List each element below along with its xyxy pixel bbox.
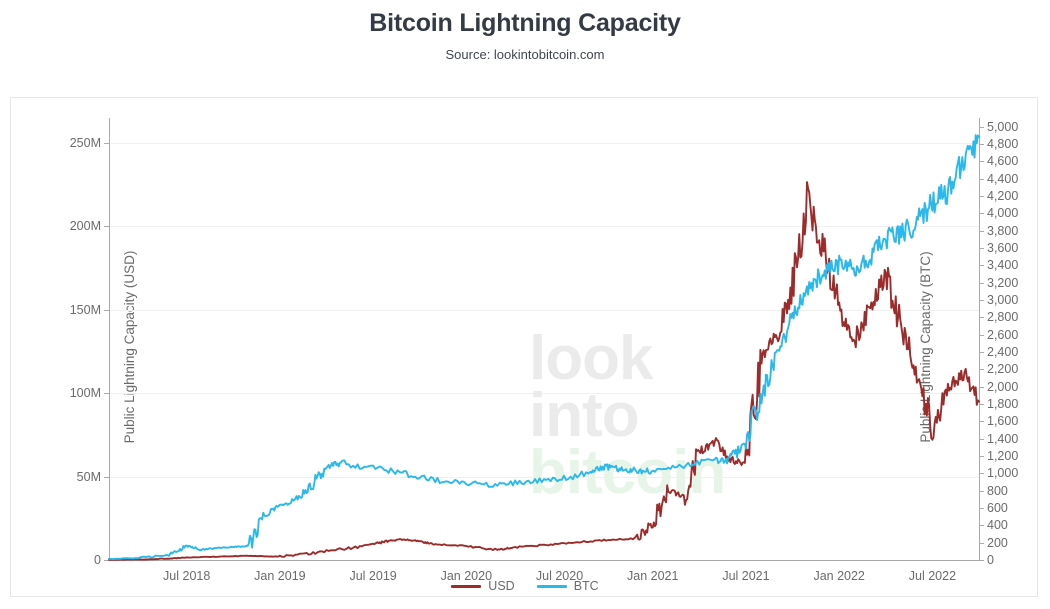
y-axis-right-tick-mark (979, 265, 984, 267)
y-axis-right-tick-mark (979, 404, 984, 405)
y-axis-right-tick-label: 400 (987, 518, 1008, 533)
y-axis-right-tick-label: 1,200 (987, 449, 1019, 463)
gridline (109, 476, 979, 478)
plot-area: 0 50M 100M 150M 200M 250M 0 200 400 600 800 1,000 1… (70, 118, 1018, 583)
y-axis-right-tick-label: 5,000 (987, 119, 1019, 134)
gridline (109, 393, 979, 395)
y-axis-left-tick-mark (104, 309, 109, 311)
y-axis-right-tick-mark (979, 300, 984, 301)
x-axis-tick-label: Jan 2020 (440, 569, 493, 583)
y-axis-right-tick-label: 1,600 (987, 414, 1019, 429)
y-axis-right-tick-mark (979, 352, 984, 353)
y-axis-right-tick-mark (979, 369, 984, 371)
x-axis-tick-label: Jul 2021 (722, 569, 770, 583)
chart-legend: USD BTC (0, 579, 1050, 593)
y-axis-right-tick-label: 2,800 (987, 310, 1019, 325)
y-axis-left-tick-label: 150M (69, 302, 101, 317)
y-axis-right-tick-mark (979, 196, 984, 197)
chart-panel: Public Lightning Capacity (USD) Public L… (10, 97, 1038, 597)
y-axis-right-tick-label: 4,600 (987, 154, 1019, 169)
y-axis-left-line (109, 118, 110, 560)
y-axis-right-tick-label: 1,400 (987, 431, 1019, 446)
x-axis-line (109, 560, 979, 561)
y-axis-right-tick-mark (979, 282, 984, 284)
y-axis-right-tick-mark (979, 126, 984, 128)
page-title: Bitcoin Lightning Capacity (369, 9, 681, 37)
y-axis-left-tick-mark (104, 560, 109, 561)
y-axis-right-tick-label: 3,200 (987, 275, 1019, 290)
legend-swatch-icon (536, 584, 567, 588)
y-axis-left-tick-mark (104, 476, 109, 478)
x-axis-tick-label: Jul 2020 (535, 569, 584, 583)
y-axis-right-tick-label: 3,800 (987, 223, 1019, 238)
y-axis-left-tick-label: 0 (94, 553, 101, 567)
y-axis-right-tick-label: 2,000 (987, 379, 1019, 394)
y-axis-right-tick-mark (979, 248, 984, 249)
y-axis-right-tick-label: 600 (987, 501, 1008, 515)
gridline (109, 309, 979, 311)
y-axis-right-tick-mark (979, 178, 984, 180)
y-axis-right-tick-label: 3,600 (987, 241, 1019, 255)
y-axis-right-tick-mark (979, 317, 984, 319)
y-axis-right-tick-label: 2,600 (987, 327, 1019, 342)
x-axis-tick-label: Jul 2019 (349, 569, 397, 583)
y-axis-right-tick-mark (979, 542, 984, 544)
y-axis-right-tick-label: 3,400 (987, 258, 1019, 273)
y-axis-right-tick-mark (979, 473, 984, 475)
y-axis-left-tick-label: 200M (69, 219, 101, 234)
y-axis-right-line (979, 118, 980, 560)
y-axis-right-tick-label: 4,200 (987, 189, 1019, 203)
legend-swatch-icon (451, 584, 482, 588)
y-axis-right-tick-mark (979, 421, 984, 423)
y-axis-left-tick-label: 250M (69, 136, 101, 151)
y-axis-left-tick-mark (104, 226, 109, 228)
y-axis-left-tick-mark (104, 393, 109, 395)
x-axis-tick-label: Jan 2022 (813, 569, 865, 583)
y-axis-left-tick-label: 50M (76, 469, 101, 484)
y-axis-right-tick-label: 2,200 (987, 362, 1019, 377)
y-axis-left-tick-mark (104, 143, 109, 145)
y-axis-right-tick-label: 1,800 (987, 397, 1019, 411)
y-axis-left-tick-label: 100M (69, 386, 101, 401)
y-axis-right-tick-label: 1,000 (987, 466, 1019, 481)
y-axis-right-tick-mark (979, 438, 984, 440)
series-line-btc (108, 134, 980, 561)
y-axis-right-tick-mark (979, 490, 984, 492)
y-axis-right-tick-label: 2,400 (987, 345, 1019, 359)
y-axis-right-tick-mark (979, 386, 984, 388)
legend-label: USD (488, 579, 515, 593)
y-axis-right-tick-mark (979, 213, 984, 215)
gridline (109, 226, 979, 228)
y-axis-right-tick-label: 4,800 (987, 137, 1019, 151)
y-axis-right-tick-label: 0 (987, 553, 994, 567)
x-axis-tick-label: Jan 2019 (254, 569, 306, 583)
series-lines (108, 134, 980, 561)
legend-item-btc[interactable]: BTC (536, 579, 599, 593)
y-axis-right-tick-mark (979, 560, 984, 561)
x-axis-tick-label: Jul 2018 (163, 569, 211, 583)
y-axis-right-tick-mark (979, 334, 984, 336)
y-axis-right-tick-label: 200 (987, 535, 1008, 550)
legend-item-usd[interactable]: USD (451, 579, 515, 593)
y-axis-right-tick-mark (979, 230, 984, 232)
y-axis-right-tick-label: 800 (987, 483, 1008, 498)
gridline (109, 143, 979, 145)
series-line-usd (108, 181, 980, 561)
y-axis-right-tick-mark (979, 525, 984, 527)
legend-label: BTC (573, 579, 599, 593)
y-axis-right-tick-mark (979, 456, 984, 457)
y-axis-right-tick-mark (979, 144, 984, 145)
x-axis-tick-label: Jan 2021 (627, 569, 679, 583)
y-axis-right-tick-label: 3,000 (987, 293, 1019, 307)
chart-source-subtitle: Source: lookintobitcoin.com (445, 47, 605, 62)
y-axis-right-tick-label: 4,000 (987, 206, 1019, 221)
y-axis-right-tick-label: 4,400 (987, 171, 1019, 186)
y-axis-right-tick-mark (979, 508, 984, 509)
y-axis-right-tick-mark (979, 161, 984, 163)
x-axis-tick-label: Jul 2022 (908, 569, 957, 583)
